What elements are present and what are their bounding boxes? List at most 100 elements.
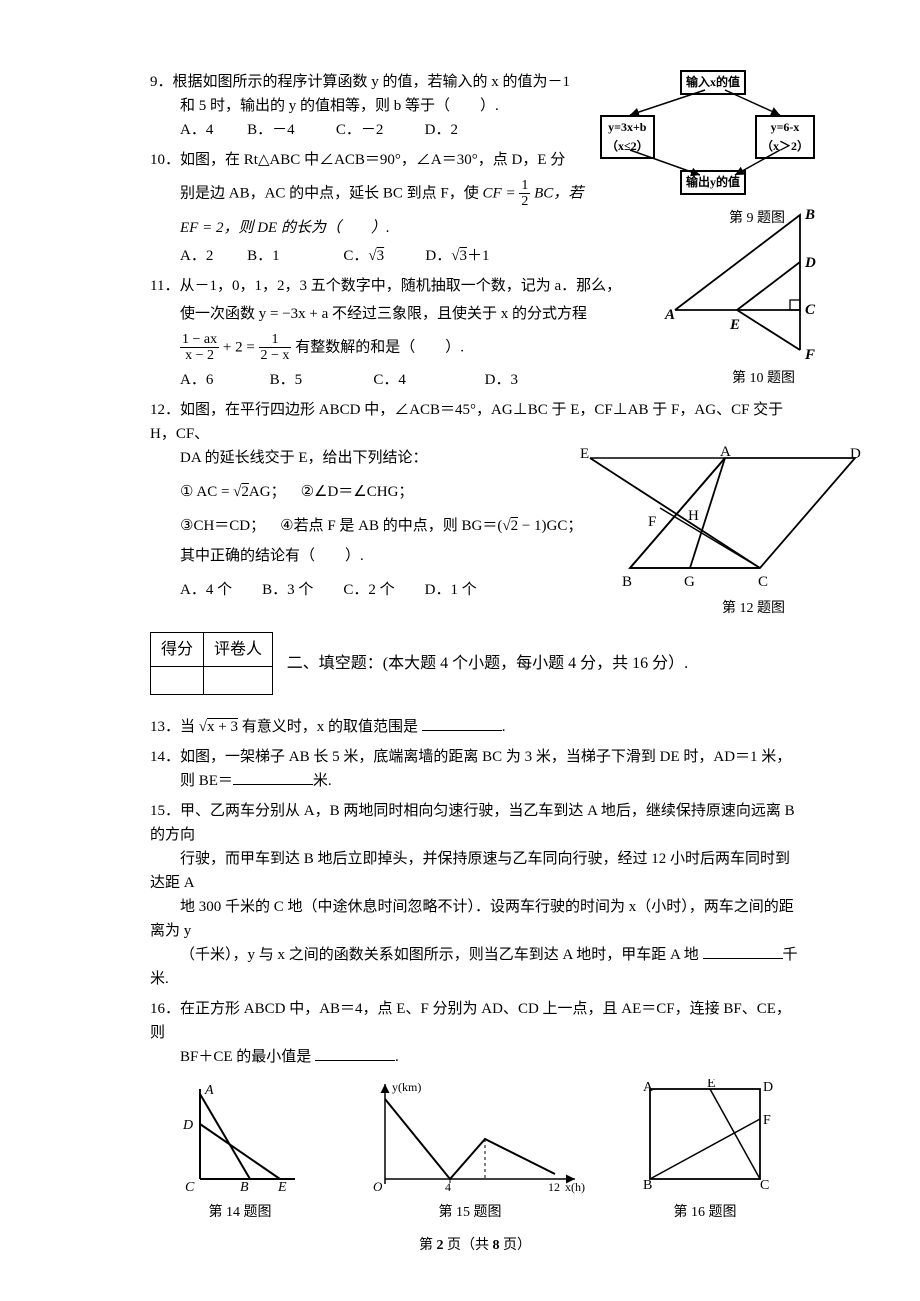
q16-blank [315, 1046, 395, 1061]
q11-f2n: 1 [259, 332, 292, 348]
q11-optC: C．4 [373, 372, 406, 388]
q10-optD-pre: D． [425, 248, 451, 264]
q15-t3: 地 300 千米的 C 地（中途休息时间忽略不计）．设两车行驶的时间为 x（小时… [150, 899, 794, 939]
q12-optA: A．4 个 [180, 582, 232, 598]
q10-C: C [805, 298, 815, 322]
q12-D: D [850, 442, 861, 466]
q10-optC-sqrt: 3 [377, 248, 385, 264]
footer-mid: 页（共 [447, 1238, 489, 1253]
question-14: 14．如图，一架梯子 AB 长 5 米，底端离墙的距离 BC 为 3 米，当梯子… [150, 745, 800, 793]
score-table: 得分 评卷人 [150, 632, 273, 696]
q15-t12: 12 [548, 1180, 560, 1194]
q11-optD: D．3 [485, 372, 518, 388]
q15-yl: y(km) [392, 1080, 421, 1094]
q10-frac-den: 2 [519, 194, 530, 209]
q15-blank [703, 944, 783, 959]
q13-sqrt: x + 3 [207, 719, 238, 735]
q12-i1s: 2 [241, 484, 249, 500]
q16-B: B [643, 1178, 652, 1193]
q10-optB: B．1 [247, 248, 280, 264]
question-9: 9．根据如图所示的程序计算函数 y 的值，若输入的 x 的值为－1 和 5 时，… [150, 70, 800, 142]
q12-text3: 其中正确的结论有（ ）. [180, 548, 364, 564]
q10-cf: CF = [483, 185, 520, 201]
q16-C: C [760, 1178, 769, 1193]
q10-text2a: 别是边 AB，AC 的中点，延长 BC 到点 F，使 [180, 185, 483, 201]
q11-mid: + 2 = [223, 339, 259, 355]
q10-optD-post: ＋1 [467, 248, 490, 264]
question-15: 15．甲、乙两车分别从 A，B 两地同时相向匀速行驶，当乙车到达 A 地后，继续… [150, 799, 800, 991]
footer-num: 2 [437, 1238, 444, 1253]
q14-t2p: 则 BE＝ [180, 773, 233, 789]
q15-t4: 4 [445, 1180, 451, 1194]
q12-i3: ③CH＝CD； [180, 518, 265, 534]
score-col2: 评卷人 [204, 632, 273, 667]
question-12: 12．如图，在平行四边形 ABCD 中，∠ACB＝45°，AG⊥BC 于 E，C… [150, 398, 800, 602]
q12-optB: B．3 个 [262, 582, 313, 598]
q16-figure: A E D F B C 第 16 题图 [635, 1079, 775, 1224]
q12-i4p: ④若点 F 是 AB 的中点，则 BG＝( [280, 518, 502, 534]
question-10: 10．如图，在 Rt△ABC 中∠ACB＝90°，∠A＝30°，点 D，E 分 … [150, 148, 800, 268]
q12-text1: 如图，在平行四边形 ABCD 中，∠ACB＝45°，AG⊥BC 于 E，CF⊥A… [150, 402, 783, 442]
q10-F: F [805, 343, 815, 367]
q10-frac-num: 1 [519, 178, 530, 194]
page-footer: 第 2 页（共 8 页） [150, 1235, 800, 1257]
q16-A: A [643, 1080, 654, 1095]
q16-F: F [763, 1113, 771, 1128]
q11-f2d: 2 − x [259, 348, 292, 363]
footer-pre: 第 [419, 1238, 433, 1253]
q12-i4s: 2 [511, 518, 519, 534]
question-11: 11．从－1，0，1，2，3 五个数字中，随机抽取一个数，记为 a．那么， 使一… [150, 274, 800, 392]
q15-figure: y(km) x(h) 4 12 O 第 15 题图 [355, 1079, 585, 1224]
q14-t1: 如图，一架梯子 AB 长 5 米，底端离墙的距离 BC 为 3 米，当梯子下滑到… [180, 749, 791, 765]
q14-A: A [204, 1083, 214, 1098]
question-16: 16．在正方形 ABCD 中，AB＝4，点 E、F 分别为 AD、CD 上一点，… [150, 997, 800, 1069]
q12-text2: DA 的延长线交于 E，给出下列结论： [180, 450, 428, 466]
q12-i1o: AG； [249, 484, 286, 500]
q11-f1n: 1 − ax [180, 332, 219, 348]
q16-t1: 在正方形 ABCD 中，AB＝4，点 E、F 分别为 AD、CD 上一点，且 A… [150, 1001, 791, 1041]
q11-text2: 使一次函数 y = −3x + a 不经过三象限，且使关于 x 的分式方程 [180, 306, 587, 322]
score-col1: 得分 [151, 632, 204, 667]
q15-fig-label: 第 15 题图 [355, 1202, 585, 1224]
q9-text2: 和 5 时，输出的 y 的值相等，则 b 等于（ ）. [180, 98, 499, 114]
footer-post: 页） [503, 1238, 531, 1253]
q10-optD-sqrt: 3 [459, 248, 467, 264]
q12-i1p: ① AC = [180, 484, 233, 500]
q16-D: D [763, 1080, 773, 1095]
q14-blank [233, 770, 313, 785]
q9-optA: A．4 [180, 122, 213, 138]
q13-blank [422, 716, 502, 731]
footer-total: 8 [493, 1238, 500, 1253]
q10-text2b: BC，若 [534, 185, 583, 201]
q10-text1: 如图，在 Rt△ABC 中∠ACB＝90°，∠A＝30°，点 D，E 分 [180, 152, 565, 168]
q13-pre: 当 [180, 719, 195, 735]
q10-optC-pre: C． [343, 248, 368, 264]
q11-text1: 从－1，0，1，2，3 五个数字中，随机抽取一个数，记为 a．那么， [179, 278, 621, 294]
q9-optC: C．－2 [336, 122, 384, 138]
q14-t2o: 米. [313, 773, 332, 789]
q14-fig-label: 第 14 题图 [175, 1202, 305, 1224]
section-2-header: 得分 评卷人 二、填空题：(本大题 4 个小题，每小题 4 分，共 16 分）. [150, 632, 800, 696]
q14-B: B [240, 1180, 249, 1194]
q11-optA: A．6 [180, 372, 213, 388]
q9-optD: D．2 [425, 122, 458, 138]
section-2-title: 二、填空题：(本大题 4 个小题，每小题 4 分，共 16 分）. [287, 651, 688, 677]
q16-fig-label: 第 16 题图 [635, 1202, 775, 1224]
q11-f1d: x − 2 [180, 348, 219, 363]
q14-C: C [185, 1180, 195, 1194]
q14-figure: A D C B E 第 14 题图 [175, 1079, 305, 1224]
q16-E: E [707, 1079, 716, 1091]
q14-E: E [277, 1180, 287, 1194]
q10-optA: A．2 [180, 248, 213, 264]
q13-post: 有意义时，x 的取值范围是 [242, 719, 422, 735]
q12-optD: D．1 个 [425, 582, 477, 598]
bottom-figures: A D C B E 第 14 题图 y(km) x(h) 4 12 O [150, 1079, 800, 1224]
q15-xl: x(h) [565, 1180, 585, 1194]
q10-text3: EF = 2，则 DE 的长为（ ）. [180, 220, 390, 236]
q9-text: 根据如图所示的程序计算函数 y 的值，若输入的 x 的值为－1 [173, 74, 571, 90]
q16-t2p: BF＋CE 的最小值是 [180, 1049, 315, 1065]
q15-t2: 行驶，而甲车到达 B 地后立即掉头，并保持原速与乙车同向行驶，经过 12 小时后… [150, 851, 790, 891]
q11-end: 有整数解的和是（ ）. [295, 339, 464, 355]
q10-D: D [805, 251, 816, 275]
question-13: 13．当 √x + 3 有意义时，x 的取值范围是 . [150, 715, 800, 739]
